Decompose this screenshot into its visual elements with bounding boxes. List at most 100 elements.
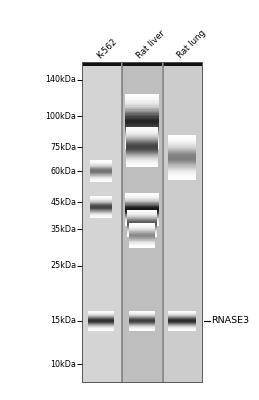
Bar [125, 134, 159, 135]
Bar [163, 62, 202, 382]
Bar [129, 243, 155, 244]
Bar [126, 153, 157, 154]
Text: 75kDa: 75kDa [50, 142, 76, 152]
Text: 25kDa: 25kDa [50, 261, 76, 270]
Bar [90, 213, 112, 214]
Bar [127, 216, 157, 217]
Bar [126, 151, 157, 152]
Bar [163, 62, 202, 382]
Bar [127, 228, 157, 229]
Bar [126, 156, 157, 157]
Bar [90, 172, 112, 173]
Bar [125, 218, 159, 219]
Bar [90, 167, 112, 168]
Bar [125, 130, 159, 131]
Bar [126, 135, 157, 136]
Bar [127, 229, 157, 230]
Bar [125, 105, 159, 107]
Bar [129, 246, 155, 247]
Bar [127, 227, 157, 228]
Bar [126, 147, 157, 148]
Bar [89, 317, 114, 318]
Bar [90, 165, 112, 166]
Bar [90, 160, 112, 161]
Bar [82, 62, 121, 382]
Bar [90, 212, 112, 213]
Bar [169, 136, 196, 138]
Text: K-562: K-562 [95, 36, 119, 60]
Text: Rat lung: Rat lung [176, 28, 208, 60]
Bar [125, 195, 159, 196]
Bar [90, 174, 112, 175]
Bar [169, 144, 196, 146]
Bar [127, 210, 157, 211]
Bar [129, 224, 155, 225]
Bar [90, 175, 112, 176]
Bar [169, 176, 196, 178]
Bar [129, 245, 155, 246]
Bar [126, 127, 157, 128]
Bar [125, 140, 159, 142]
Bar [82, 62, 121, 66]
Bar [125, 214, 159, 215]
Text: 10kDa: 10kDa [51, 360, 76, 369]
Bar [126, 128, 157, 129]
Bar [90, 179, 112, 180]
Bar [90, 181, 112, 182]
Bar [169, 325, 196, 326]
Text: 45kDa: 45kDa [51, 198, 76, 207]
Bar [90, 203, 112, 204]
Bar [89, 328, 114, 329]
Bar [129, 228, 155, 229]
Bar [125, 117, 159, 119]
Bar [125, 131, 159, 132]
Bar [127, 225, 157, 226]
Bar [127, 234, 157, 235]
Bar [169, 161, 196, 162]
Bar [169, 319, 196, 320]
Bar [90, 215, 112, 216]
Bar [125, 104, 159, 105]
Bar [129, 247, 155, 248]
Bar [125, 209, 159, 210]
Bar [125, 222, 159, 223]
Bar [129, 236, 155, 237]
Bar [90, 211, 112, 212]
Text: 15kDa: 15kDa [51, 316, 76, 325]
Bar [125, 201, 159, 202]
Bar [169, 324, 196, 325]
Bar [125, 136, 159, 138]
Bar [90, 208, 112, 209]
Text: RNASE3: RNASE3 [211, 316, 249, 325]
Bar [126, 141, 157, 142]
Bar [125, 215, 159, 216]
Bar [90, 177, 112, 178]
Bar [125, 197, 159, 198]
Bar [89, 311, 114, 312]
Bar [90, 200, 112, 201]
Bar [90, 201, 112, 202]
Bar [129, 326, 155, 327]
Bar [169, 150, 196, 151]
Bar [90, 214, 112, 215]
Bar [129, 318, 155, 319]
Bar [127, 228, 157, 229]
Bar [125, 208, 159, 209]
Bar [129, 238, 155, 239]
Bar [126, 130, 157, 131]
Bar [129, 316, 155, 317]
Bar [169, 160, 196, 161]
Bar [127, 226, 157, 227]
Bar [127, 221, 157, 222]
Bar [129, 324, 155, 325]
Bar [129, 318, 155, 319]
Bar [89, 325, 114, 326]
Bar [125, 207, 159, 208]
Bar [89, 326, 114, 327]
Bar [129, 244, 155, 245]
Bar [125, 143, 159, 144]
Bar [90, 171, 112, 172]
Bar [125, 124, 159, 126]
Bar [169, 322, 196, 323]
Bar [169, 317, 196, 318]
